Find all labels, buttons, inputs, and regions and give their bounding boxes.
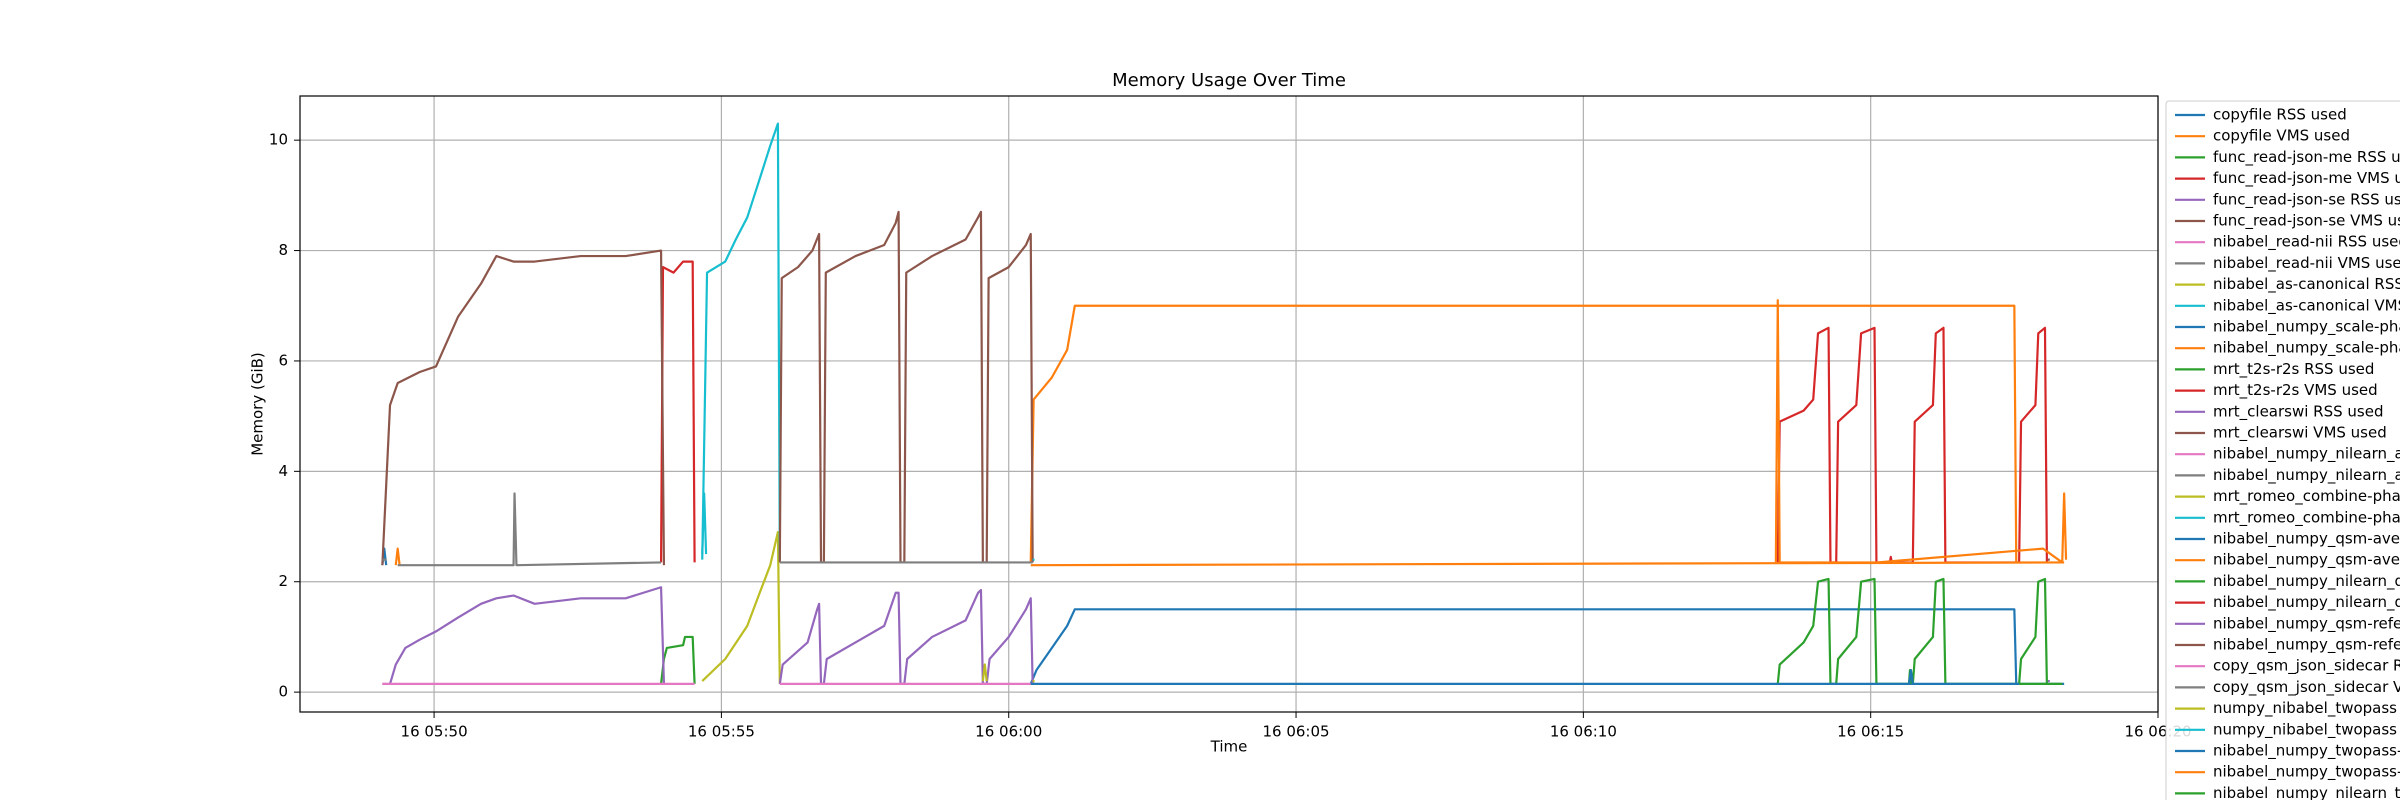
series-line (388, 586, 666, 685)
legend-label: copyfile RSS used (2213, 106, 2347, 124)
series-line (701, 530, 781, 684)
series-line (381, 249, 666, 566)
legend-label: nibabel_numpy_twopass-av (2213, 742, 2400, 761)
plot-frame (299, 95, 2159, 713)
legend-label: numpy_nibabel_twopass RS (2213, 699, 2400, 718)
series-line (1029, 608, 2018, 685)
y-tick-label: 6 (278, 351, 288, 369)
legend-label: mrt_clearswi VMS used (2213, 424, 2387, 443)
legend-label: nibabel_numpy_twopass-av (2213, 763, 2400, 782)
series-line (659, 260, 696, 563)
legend-label: mrt_t2s-r2s VMS used (2213, 381, 2378, 400)
series-line (1029, 304, 2018, 563)
legend-label: nibabel_as-canonical RSS u (2213, 275, 2400, 294)
legend-label: func_read-json-se RSS used (2213, 190, 2400, 209)
y-tick-label: 10 (269, 131, 288, 149)
series-line (1776, 326, 2048, 564)
series-line (394, 547, 401, 566)
legend-label: numpy_nibabel_twopass VM (2213, 720, 2400, 739)
legend-label: nibabel_numpy_qsm-avera (2213, 551, 2400, 570)
x-tick-label: 16 06:15 (1837, 723, 1904, 741)
legend-label: nibabel_numpy_nilearn_qsr (2213, 593, 2400, 612)
legend-label: nibabel_numpy_nilearn_qsr (2213, 572, 2400, 591)
legend-label: nibabel_numpy_nilearn_axi (2213, 445, 2400, 464)
legend-box (2165, 100, 2400, 800)
series-line (701, 122, 781, 560)
legend-label: func_read-json-me RSS use (2213, 148, 2400, 167)
legend-label: nibabel_numpy_qsm-refere (2213, 636, 2400, 655)
series-line (659, 635, 696, 684)
legend-label: nibabel_numpy_nilearn_axi (2213, 466, 2400, 485)
legend-label: nibabel_numpy_qsm-refere (2213, 614, 2400, 633)
series-line (1907, 668, 1914, 685)
legend-label: copyfile VMS used (2213, 127, 2350, 145)
plot-lines (381, 122, 2068, 685)
series-line (1030, 561, 2065, 567)
legend-label: mrt_romeo_combine-phase (2213, 487, 2400, 506)
legend-label: mrt_clearswi RSS used (2213, 402, 2384, 421)
y-tick-label: 8 (278, 241, 288, 259)
legend-label: nibabel_numpy_nilearn_two (2213, 784, 2400, 800)
legend-label: nibabel_read-nii RSS used (2213, 233, 2400, 252)
legend-label: nibabel_numpy_qsm-avera (2213, 530, 2400, 549)
y-tick-label: 4 (278, 462, 288, 480)
x-tick-label: 16 05:50 (401, 723, 468, 741)
legend-label: nibabel_read-nii VMS used (2213, 254, 2400, 273)
series-line (778, 588, 1034, 685)
series-line (1774, 299, 2068, 564)
y-tick-label: 0 (278, 683, 288, 701)
legend-label: func_read-json-me VMS use (2213, 169, 2400, 188)
legend-label: nibabel_numpy_scale-phas (2213, 339, 2400, 358)
x-tick-label: 16 06:10 (1550, 723, 1617, 741)
x-axis-label: Time (1210, 738, 1248, 756)
x-tick-label: 16 05:55 (688, 723, 755, 741)
legend-label: mrt_t2s-r2s RSS used (2213, 360, 2374, 379)
x-tick-label: 16 06:00 (975, 723, 1042, 741)
series-line (1776, 577, 2048, 685)
x-tick-label: 16 06:05 (1262, 723, 1329, 741)
series-line (778, 210, 1034, 564)
series-line (397, 492, 662, 567)
legend: copyfile RSS used copyfile VMS used func_r… (2165, 100, 2400, 800)
legend-label: func_read-json-se VMS used (2213, 212, 2400, 231)
y-tick-label: 2 (278, 572, 288, 590)
legend-label: copy_qsm_json_sidecar VM (2213, 678, 2400, 697)
series-line (981, 663, 988, 682)
legend-label: copy_qsm_json_sidecar RS (2213, 657, 2400, 676)
grid: 0 2 4 6 8 10 16 05:50 16 05:55 16 06:00 16 06:05 1… (269, 96, 2192, 741)
series-line (701, 492, 708, 555)
y-axis-label: Memory (GiB) (249, 352, 267, 456)
legend-label: nibabel_numpy_scale-phas (2213, 318, 2400, 337)
legend-label: mrt_romeo_combine-phase (2213, 508, 2400, 527)
legend-label: nibabel_as-canonical VMS u (2213, 296, 2400, 315)
chart-title: Memory Usage Over Time (1112, 70, 1346, 91)
